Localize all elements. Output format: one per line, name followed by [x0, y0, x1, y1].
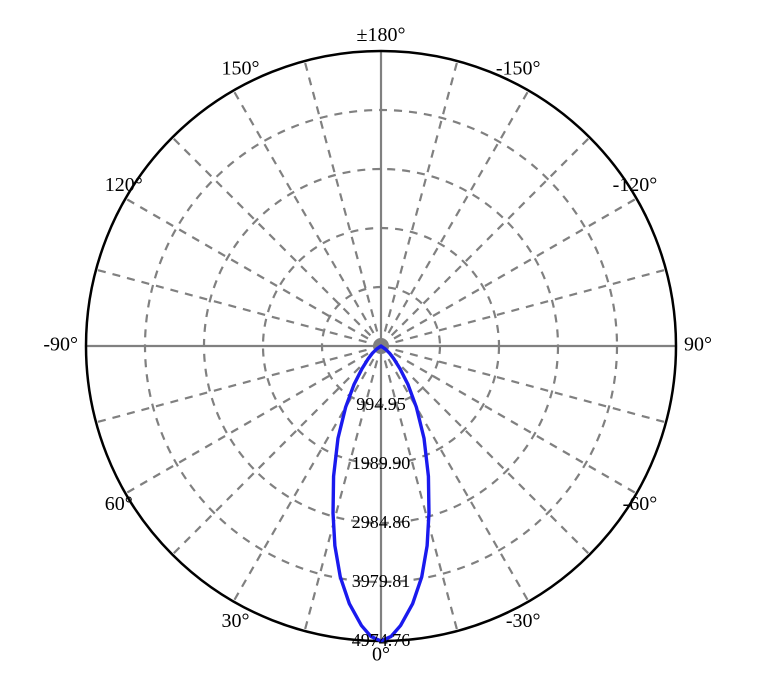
radial-tick-label: 1989.90 [352, 453, 411, 473]
radial-tick-label: 3979.81 [352, 571, 411, 591]
radial-tick-label: 994.95 [356, 394, 406, 414]
angle-tick-label: 90° [684, 334, 712, 356]
polar-chart: 994.951989.902984.863979.814974.76 ±180°… [0, 0, 762, 693]
angle-tick-label: ±180° [357, 24, 406, 46]
angle-tick-label: -60° [623, 493, 658, 515]
angle-tick-label: 0° [372, 644, 390, 666]
radial-tick-label: 2984.86 [352, 512, 411, 532]
angle-tick-label: -120° [613, 174, 658, 196]
angle-tick-label: 30° [222, 610, 250, 632]
angle-tick-label: -150° [496, 57, 541, 79]
angle-tick-label: 120° [105, 174, 143, 196]
angle-tick-label: 150° [222, 57, 260, 79]
angle-tick-label: 60° [105, 493, 133, 515]
angle-tick-label: -90° [43, 334, 78, 356]
angle-tick-label: -30° [506, 610, 541, 632]
